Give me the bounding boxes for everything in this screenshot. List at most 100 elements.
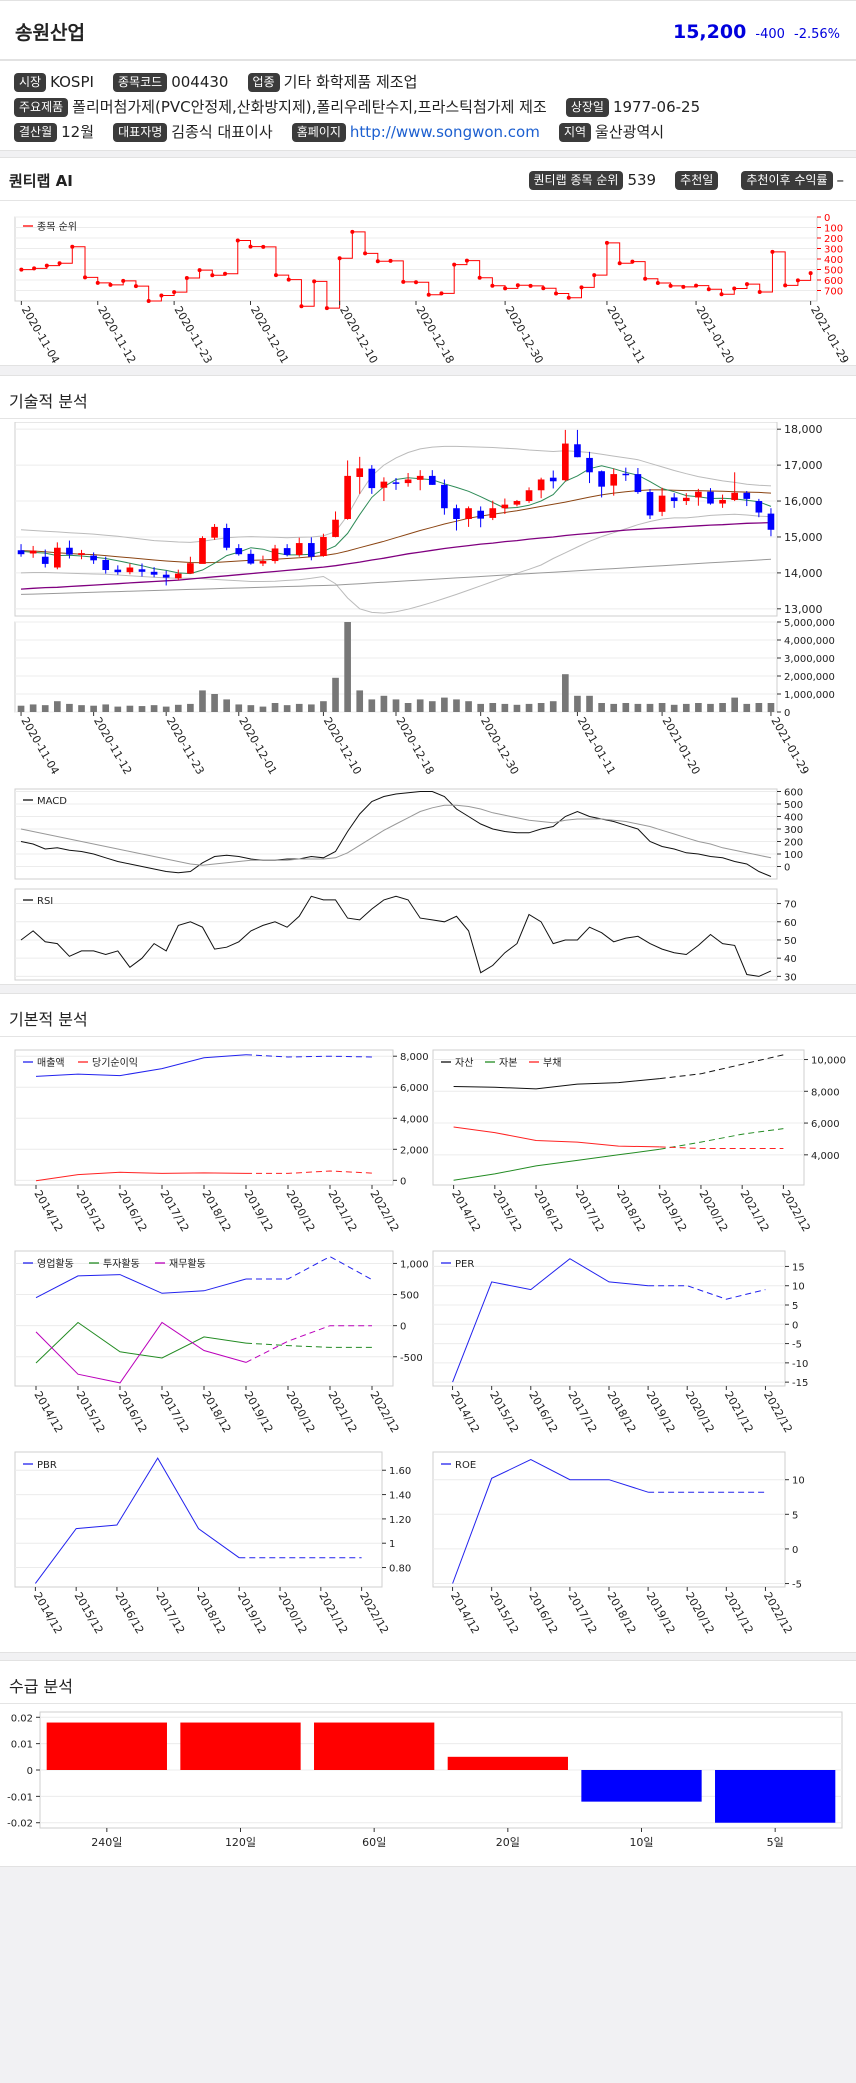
series-line-forecast xyxy=(245,1054,373,1058)
divider xyxy=(0,1703,856,1704)
products-value: 폴리머첨가제(PVC안정제,산화방지제),폴리우레탄수지,프라스틱첨가제 제조 xyxy=(72,98,547,116)
y-tick-label: 70 xyxy=(784,900,797,911)
x-tick-label: 2021/12 xyxy=(325,1389,359,1435)
candle-body xyxy=(634,474,642,493)
candle-body xyxy=(259,561,267,564)
x-tick-label: 10일 xyxy=(629,1835,653,1849)
candle-body xyxy=(126,567,134,573)
rank-point xyxy=(32,266,37,271)
x-tick-label: 2015/12 xyxy=(72,1590,106,1636)
x-tick-label: 2017/12 xyxy=(565,1590,599,1636)
series-line-actual xyxy=(452,1459,649,1584)
y-tick-label: 5,000,000 xyxy=(784,618,835,629)
candle-body xyxy=(66,547,73,555)
volume-bar xyxy=(598,703,605,712)
y-tick-label: 30 xyxy=(784,972,797,983)
candle-body xyxy=(767,513,775,530)
x-tick-label: 2017/12 xyxy=(157,1188,191,1234)
candle-body xyxy=(392,482,400,484)
y-tick-label: 8,000 xyxy=(811,1087,840,1098)
series-line-actual xyxy=(453,1148,660,1181)
candle-body xyxy=(17,550,25,555)
rank-point xyxy=(541,286,546,291)
rank-point xyxy=(235,238,240,243)
return-tag: 추천이후 수익률 xyxy=(741,171,833,190)
plot-frame xyxy=(432,1049,805,1186)
x-tick-label: 2020/12 xyxy=(275,1590,309,1636)
bollinger-lower-line xyxy=(20,513,772,614)
rank-point xyxy=(503,286,508,291)
y-tick-label: 500 xyxy=(824,266,843,277)
volume-bar xyxy=(428,701,436,712)
rank-point xyxy=(108,282,113,287)
volume-bar xyxy=(634,703,642,712)
rank-point xyxy=(401,279,406,284)
candle-body xyxy=(150,571,158,575)
candle-body xyxy=(513,501,521,505)
rank-point xyxy=(604,240,609,245)
y-tick-label: 4,000 xyxy=(400,1114,429,1125)
x-tick-label: 2020-11-12 xyxy=(95,304,138,364)
x-tick-label: 2019/12 xyxy=(655,1188,689,1234)
y-tick-label: 0 xyxy=(824,213,830,224)
volume-bar xyxy=(283,705,291,712)
homepage-link[interactable]: http://www.songwon.com xyxy=(349,123,540,141)
x-tick-label: 2019/12 xyxy=(235,1590,269,1636)
y-tick-label: 0 xyxy=(400,1322,406,1333)
y-tick-label: 5 xyxy=(792,1301,798,1312)
technical-title: 기술적 분석 xyxy=(9,392,88,411)
y-tick-label: 0 xyxy=(792,1320,798,1331)
y-tick-label: 5 xyxy=(792,1510,798,1521)
x-tick-label: 2021/12 xyxy=(316,1590,350,1636)
plot-frame xyxy=(14,621,778,713)
legend-label: MACD xyxy=(37,796,67,807)
y-tick-label: -0.01 xyxy=(7,1792,33,1803)
rank-point xyxy=(706,287,711,292)
rank-point xyxy=(273,273,278,278)
series-line-actual xyxy=(34,1457,240,1584)
y-tick-label: -5 xyxy=(792,1580,802,1591)
y-tick-label: 0 xyxy=(784,863,790,874)
candle-body xyxy=(78,553,85,555)
rank-point xyxy=(146,299,151,303)
volume-bar xyxy=(562,674,569,712)
quantilab-meta: 퀀티랩 종목 순위 539 추천일 추천이후 수익률 – xyxy=(528,170,844,190)
products-tag: 주요제품 xyxy=(14,98,69,117)
rank-point xyxy=(452,262,457,267)
volume-bar xyxy=(477,703,484,712)
volume-bar xyxy=(162,706,170,712)
y-tick-label: 0 xyxy=(792,1545,798,1556)
candle-body xyxy=(320,536,327,557)
candle-body xyxy=(743,492,751,499)
x-tick-label: 2018/12 xyxy=(199,1188,233,1234)
rank-point xyxy=(121,278,126,283)
y-tick-label: 16,000 xyxy=(784,495,823,508)
x-tick-label: 2021/12 xyxy=(738,1188,772,1234)
candle-body xyxy=(223,527,230,548)
rank-point xyxy=(744,282,749,287)
rank-point xyxy=(184,276,189,281)
quantilab-title: 퀀티랩 AI xyxy=(9,172,73,190)
y-tick-label: 200 xyxy=(784,838,803,849)
volume-bar xyxy=(574,695,581,712)
candle-body xyxy=(308,543,315,557)
candle-body xyxy=(622,473,630,476)
y-tick-label: 700 xyxy=(824,287,843,298)
y-tick-label: 10 xyxy=(792,1282,805,1293)
x-tick-label: 2014/12 xyxy=(31,1188,65,1234)
volume-bar xyxy=(90,705,97,712)
x-tick-label: 2021/12 xyxy=(722,1590,756,1636)
volume-bar xyxy=(41,705,49,712)
rank-point xyxy=(668,283,673,288)
rank-point xyxy=(732,286,737,291)
x-tick-label: 2020-12-01 xyxy=(248,304,291,364)
volume-bar xyxy=(211,694,218,712)
rank-point xyxy=(44,263,49,268)
rank-point xyxy=(70,244,75,249)
x-tick-label: 2015/12 xyxy=(73,1389,107,1435)
x-tick-label: 2020-11-12 xyxy=(91,715,134,777)
y-tick-label: 17,000 xyxy=(784,459,823,472)
candle-body xyxy=(211,526,218,538)
candle-body xyxy=(295,543,303,555)
rank-point xyxy=(197,268,202,273)
